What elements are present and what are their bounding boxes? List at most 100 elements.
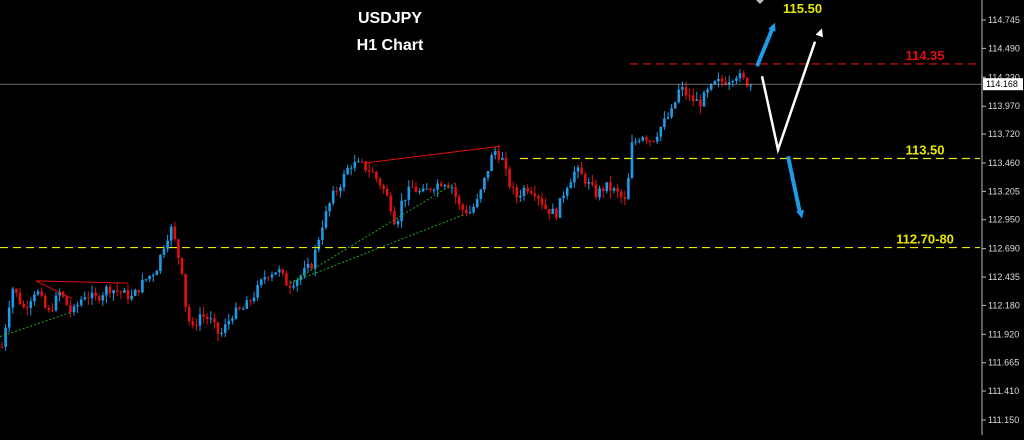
candle-bull bbox=[486, 170, 490, 178]
level-label: 114.35 bbox=[905, 48, 944, 63]
candle-bull bbox=[432, 189, 436, 191]
candle-bear bbox=[745, 77, 749, 87]
candle-bull bbox=[353, 161, 357, 168]
candle-bull bbox=[33, 294, 36, 302]
candle-bull bbox=[331, 190, 335, 204]
candle-bull bbox=[738, 73, 742, 79]
candle-bull bbox=[198, 314, 202, 326]
candle-bull bbox=[346, 167, 349, 175]
candle-bull bbox=[627, 178, 630, 200]
candle-bull bbox=[612, 188, 616, 191]
candle-bear bbox=[375, 171, 378, 179]
candle-bear bbox=[43, 295, 47, 308]
candle-bear bbox=[537, 196, 540, 199]
scenario-path-arrow bbox=[760, 41, 817, 155]
candle-bear bbox=[382, 185, 385, 189]
candle-bear bbox=[609, 182, 612, 191]
candle-bear bbox=[202, 314, 205, 317]
candle-bull bbox=[450, 187, 454, 189]
candle-bear bbox=[454, 187, 457, 197]
candle-bear bbox=[526, 187, 529, 192]
candle-bull bbox=[472, 206, 475, 213]
candle-bull bbox=[148, 275, 151, 280]
support-trendline bbox=[289, 182, 456, 284]
candle-bull bbox=[162, 248, 166, 255]
candle-bull bbox=[274, 272, 277, 275]
candle-bull bbox=[562, 195, 565, 199]
candle-bull bbox=[630, 142, 634, 179]
candle-bull bbox=[641, 137, 645, 141]
candle-bull bbox=[306, 263, 310, 269]
candle-bear bbox=[439, 183, 443, 187]
candle-bear bbox=[119, 291, 123, 293]
candle-bear bbox=[544, 204, 547, 209]
candle-bear bbox=[385, 188, 389, 196]
candle-bear bbox=[216, 322, 220, 334]
candle-bull bbox=[83, 297, 87, 300]
candle-bear bbox=[281, 269, 285, 274]
target-marker bbox=[756, 0, 764, 4]
candle-bear bbox=[25, 307, 29, 309]
candle-bear bbox=[18, 293, 22, 304]
candle-bull bbox=[573, 171, 576, 183]
current-price-label: 114.168 bbox=[986, 79, 1018, 89]
candle-bull bbox=[328, 203, 331, 212]
candle-bear bbox=[173, 226, 177, 240]
tick-label: 112.180 bbox=[988, 300, 1020, 310]
candle-bull bbox=[576, 167, 580, 172]
candle-bear bbox=[180, 257, 184, 274]
resistance-trendline bbox=[35, 280, 129, 284]
price-axis: 114.745 114.490 114.230 113.970 113.720 113.4… bbox=[981, 0, 1023, 435]
candle-bear bbox=[540, 198, 544, 205]
candle-bear bbox=[724, 81, 727, 85]
candle-bull bbox=[241, 308, 245, 310]
candle-bear bbox=[508, 168, 511, 187]
candle-bull bbox=[151, 275, 155, 277]
tick-label: 114.230 bbox=[988, 72, 1020, 82]
candle-bull bbox=[663, 118, 666, 127]
candle-bull bbox=[58, 291, 61, 296]
candle-bear bbox=[691, 95, 695, 101]
trendlines-layer bbox=[0, 145, 501, 338]
candle-bull bbox=[292, 285, 295, 288]
candle-bull bbox=[551, 208, 555, 215]
candle-bull bbox=[493, 150, 497, 156]
candle-bull bbox=[252, 297, 256, 301]
candle-bear bbox=[238, 307, 241, 310]
candle-bull bbox=[321, 227, 324, 240]
tick-label: 113.720 bbox=[988, 129, 1020, 139]
candle-bear bbox=[40, 291, 43, 296]
candles-layer bbox=[0, 68, 753, 351]
tick-label: 114.490 bbox=[988, 43, 1020, 53]
candle-bull bbox=[666, 117, 670, 119]
candle-bull bbox=[299, 275, 303, 281]
candle-bull bbox=[259, 279, 263, 286]
support-trendline bbox=[0, 311, 73, 338]
candle-bull bbox=[565, 188, 569, 196]
candle-bear bbox=[533, 193, 537, 197]
candle-bear bbox=[580, 167, 583, 175]
level-label: 112.70-80 bbox=[896, 232, 954, 247]
candle-bull bbox=[101, 295, 105, 301]
tick-label: 113.460 bbox=[988, 158, 1020, 168]
candle-bull bbox=[7, 307, 11, 328]
candle-bull bbox=[407, 186, 411, 200]
arrow-head bbox=[796, 209, 805, 219]
candle-bear bbox=[126, 290, 130, 300]
candle-bear bbox=[0, 346, 4, 348]
candle-bull bbox=[490, 155, 493, 171]
candle-bear bbox=[51, 310, 54, 312]
candle-bull bbox=[130, 295, 133, 300]
candle-bull bbox=[90, 292, 94, 299]
candle-bull bbox=[421, 188, 425, 192]
tick-label: 111.150 bbox=[988, 415, 1019, 425]
candle-bull bbox=[349, 167, 353, 169]
candle-bull bbox=[670, 108, 673, 118]
candle-bull bbox=[479, 189, 483, 200]
candle-bear bbox=[461, 204, 465, 210]
tick-label: 114.745 bbox=[988, 15, 1020, 25]
candle-bull bbox=[443, 184, 447, 187]
candle-bear bbox=[645, 137, 648, 141]
tick-label: 112.690 bbox=[988, 244, 1020, 254]
candle-bull bbox=[598, 188, 601, 198]
